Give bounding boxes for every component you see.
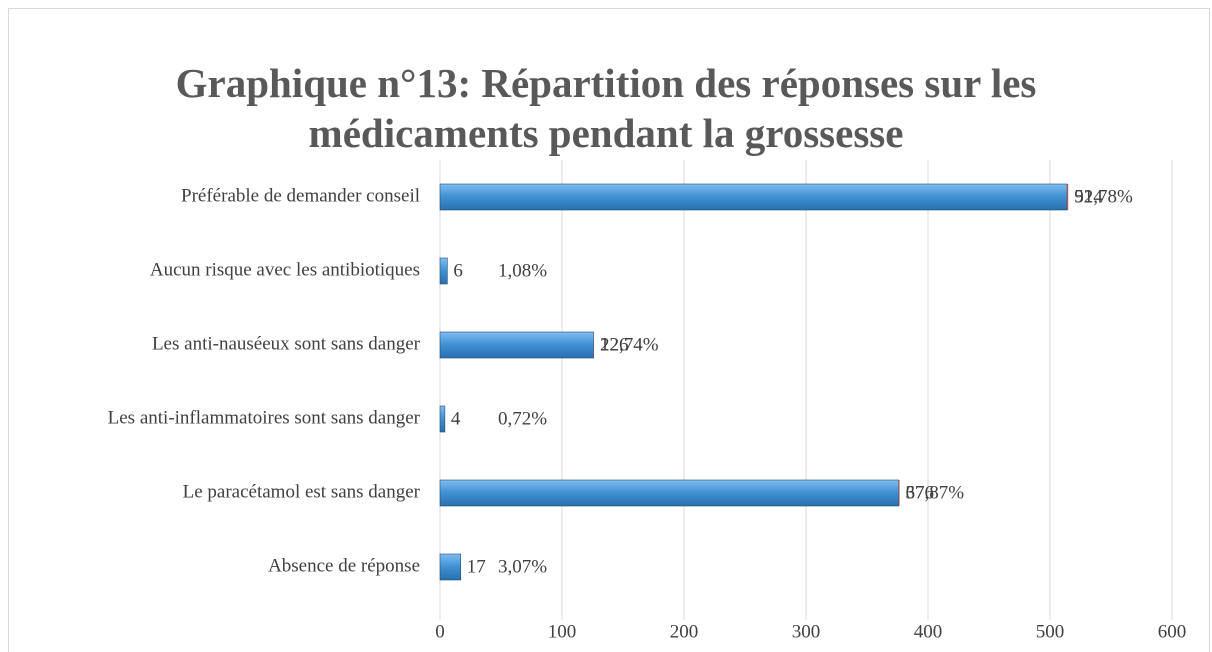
bar <box>439 405 446 433</box>
percent-label: 0,72% <box>498 408 547 429</box>
bar <box>439 183 1068 211</box>
percent-label: 22,74% <box>600 334 659 355</box>
bar <box>439 553 462 581</box>
value-label: 17 <box>467 556 486 577</box>
x-tick-label: 500 <box>1036 621 1065 642</box>
y-tick-label: Aucun risque avec les antibiotiques <box>150 259 420 280</box>
y-tick-label: Le paracétamol est sans danger <box>183 481 421 502</box>
bar <box>898 480 900 506</box>
y-tick-label: Absence de réponse <box>268 555 420 576</box>
x-tick-label: 100 <box>548 621 577 642</box>
bar <box>439 331 595 359</box>
x-tick-label: 300 <box>792 621 821 642</box>
value-label: 514 <box>1074 186 1103 207</box>
value-label: 376 <box>906 482 935 503</box>
y-tick-label: Préférable de demander conseil <box>181 185 420 206</box>
percent-label: 1,08% <box>498 260 547 281</box>
y-tick-label: Les anti-nauséeux sont sans danger <box>152 333 421 354</box>
chart-title: Graphique n°13: Répartition des réponses… <box>175 60 1037 156</box>
y-tick-label: Les anti-inflammatoires sont sans danger <box>108 407 421 428</box>
chart-frame <box>8 8 1210 652</box>
x-tick-label: 0 <box>435 621 445 642</box>
x-tick-label: 400 <box>914 621 943 642</box>
value-label: 4 <box>451 408 461 429</box>
x-tick-label: 200 <box>670 621 699 642</box>
value-label: 126 <box>600 334 629 355</box>
percent-label: 3,07% <box>498 556 547 577</box>
percent-label: 67,87% <box>906 482 965 503</box>
x-tick-label: 600 <box>1158 621 1187 642</box>
bar <box>439 479 900 507</box>
percent-label: 92,78% <box>1074 186 1133 207</box>
bar <box>439 257 448 285</box>
value-label: 6 <box>453 260 463 281</box>
bar <box>1067 184 1069 210</box>
